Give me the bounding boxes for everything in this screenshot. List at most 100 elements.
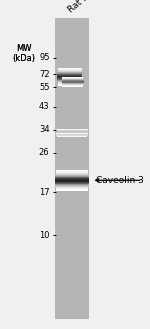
Bar [56,130,88,131]
Bar [56,135,88,136]
Bar [56,189,88,190]
Bar [57,137,87,138]
Bar [57,75,82,76]
Text: 95: 95 [39,53,50,62]
Bar [56,133,88,134]
Bar [57,74,82,75]
Bar [56,186,88,187]
Bar [55,178,89,179]
Bar [56,186,88,187]
Bar [55,184,89,185]
Bar [62,80,84,81]
Bar [56,132,88,133]
Bar [55,179,89,180]
Bar [56,190,88,191]
Bar [62,86,83,87]
Bar [57,77,82,78]
Text: 34: 34 [39,125,50,135]
Bar [56,172,88,173]
Bar [61,81,84,82]
Bar [55,185,89,186]
Bar [57,133,87,134]
Bar [55,178,89,179]
Bar [62,84,84,85]
Bar [58,68,82,69]
Bar [58,70,82,71]
Bar [55,181,89,182]
Bar [56,188,88,189]
Bar [62,82,84,83]
Bar [57,136,87,137]
Text: 55: 55 [39,83,50,92]
Bar [56,173,88,174]
Bar [58,82,82,83]
Bar [62,84,84,85]
Bar [57,74,82,75]
Bar [56,175,88,176]
Bar [57,72,82,73]
Bar [57,76,82,77]
Bar [58,83,82,84]
Bar [56,187,88,188]
Text: MW
(kDa): MW (kDa) [12,44,36,63]
Bar [57,80,82,81]
Bar [57,134,87,135]
Bar [57,79,82,80]
Bar [56,134,88,135]
Bar [62,79,84,80]
Bar [58,83,82,84]
Bar [57,80,82,81]
Bar [57,134,87,135]
Bar [55,182,89,183]
Bar [56,130,88,131]
Bar [56,129,88,130]
Bar [57,72,82,73]
Bar [57,136,87,137]
Bar [62,86,83,87]
Bar [57,136,87,137]
Bar [61,82,84,83]
Bar [62,83,84,84]
Bar [57,75,82,76]
Text: 26: 26 [39,148,50,158]
Bar [58,68,82,69]
Bar [55,181,89,182]
Bar [62,77,83,78]
Bar [62,78,83,79]
Bar [57,134,87,135]
Bar [56,170,88,171]
Text: 17: 17 [39,188,50,197]
Bar [62,80,84,81]
Bar [56,173,88,174]
Bar [55,183,89,184]
Bar [57,133,87,134]
Bar [56,131,88,132]
Bar [57,79,82,80]
Bar [58,70,82,71]
Bar [56,135,88,136]
Bar [56,135,88,136]
Bar [57,81,82,82]
Bar [56,171,88,172]
Text: Rat muscle: Rat muscle [67,0,111,15]
Bar [58,85,82,86]
Bar [56,172,88,173]
Bar [55,182,89,183]
Bar [57,133,87,134]
Bar [56,188,88,189]
Bar [56,134,88,135]
Bar [57,76,82,77]
Bar [62,85,83,86]
Bar [55,180,89,181]
Bar [62,79,84,80]
Text: 43: 43 [39,102,50,112]
Bar [62,81,84,82]
Bar [62,82,84,83]
Bar [55,183,89,184]
Bar [57,136,87,137]
Bar [57,134,87,135]
Bar [55,185,89,186]
Bar [55,177,89,178]
Bar [57,78,82,79]
Bar [56,135,88,136]
